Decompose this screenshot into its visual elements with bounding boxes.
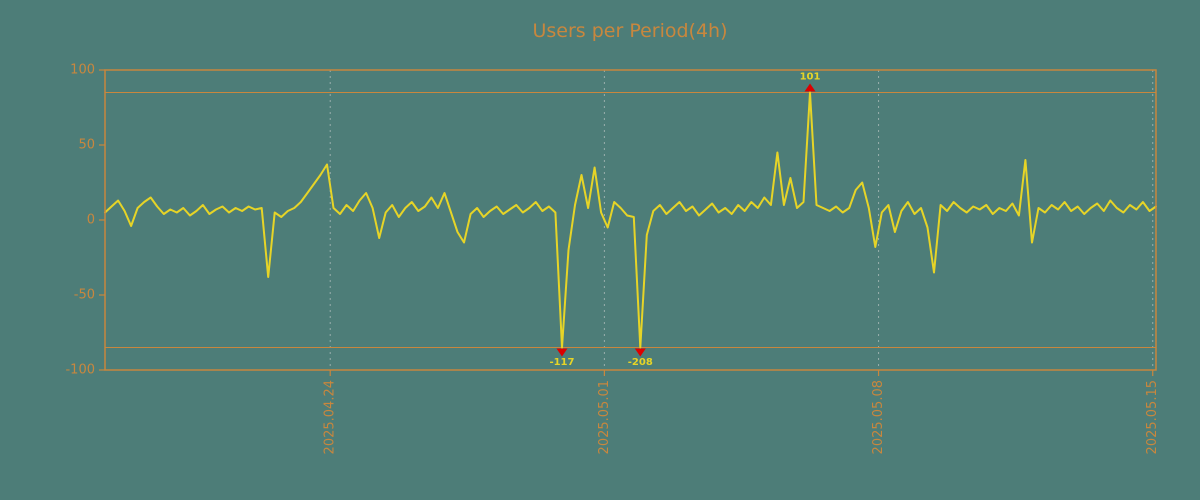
anomaly-marker-down <box>634 348 646 357</box>
users-series-line <box>104 91 1157 349</box>
anomaly-marker-up <box>804 83 816 92</box>
y-tick-label: -100 <box>65 363 95 378</box>
anomaly-marker-down <box>556 348 568 357</box>
plot-border <box>104 69 1157 371</box>
anomaly-value-label: -117 <box>549 357 574 368</box>
y-tick-label: 100 <box>70 63 95 78</box>
chart-plot-area: 2025.04.24 2025.05.01 2025.05.08 2025.05.15… <box>65 63 1160 455</box>
y-tick-label: 50 <box>78 138 95 153</box>
y-tick-label: -50 <box>74 288 95 303</box>
x-tick-label: 2025.05.08 <box>871 380 886 454</box>
x-tick-label: 2025.05.15 <box>1145 380 1160 454</box>
anomaly-value-label: -208 <box>628 357 653 368</box>
x-tick-label: 2025.05.01 <box>597 380 612 454</box>
anomaly-value-label: 101 <box>800 72 821 83</box>
y-tick-label: 0 <box>87 213 95 228</box>
chart-title: Users per Period(4h) <box>532 20 727 42</box>
x-tick-label: 2025.04.24 <box>323 380 338 454</box>
